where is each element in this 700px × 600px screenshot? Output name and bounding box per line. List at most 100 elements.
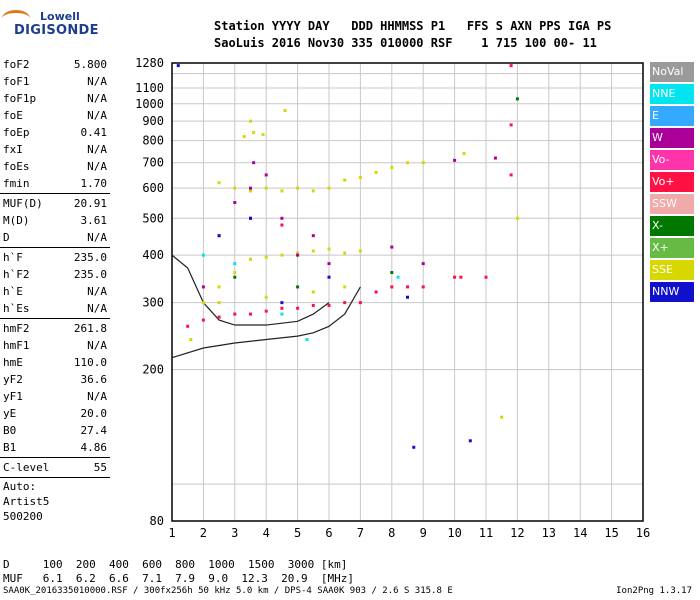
data-point (217, 315, 221, 319)
data-point (515, 216, 519, 220)
param-row: foF1p N/A (0, 90, 110, 107)
profile-curve-upper (171, 254, 330, 326)
data-point (233, 312, 237, 316)
data-point (462, 152, 466, 156)
legend-item: X+ (650, 238, 694, 258)
data-point (249, 189, 252, 193)
param-value: N/A (87, 302, 107, 315)
data-point (201, 285, 205, 289)
x-tick-label: 7 (357, 526, 364, 540)
x-tick-label: 9 (420, 526, 427, 540)
param-row: yE 20.0 (0, 405, 110, 422)
data-point (453, 158, 457, 162)
data-point (396, 275, 400, 279)
data-point (390, 245, 394, 249)
data-point (327, 303, 331, 307)
y-tick-label: 200 (142, 363, 164, 377)
param-row: D N/A (0, 229, 110, 246)
param-name: yF1 (3, 390, 23, 403)
param-separator (0, 477, 110, 478)
param-name: h`Es (3, 302, 30, 315)
legend-item: NoVal (650, 62, 694, 82)
ionogram-chart: 1 2 3 4 5 6 7 8 9 10 11 12 13 14 15 1680200300400500600… (135, 56, 650, 540)
data-point (421, 161, 425, 165)
param-name: foF1 (3, 75, 30, 88)
data-point (264, 295, 268, 299)
data-point (201, 253, 205, 257)
data-point (233, 186, 237, 190)
param-name: foEp (3, 126, 30, 139)
profile-curve (171, 286, 361, 359)
data-point (390, 285, 394, 289)
legend: NoVal NNE E W Vo- Vo+ SSW X- X+ SSE NNW (650, 62, 694, 304)
x-tick-label: 13 (542, 526, 556, 540)
param-row: h`E N/A (0, 283, 110, 300)
param-value: N/A (87, 92, 107, 105)
param-name: MUF(D) (3, 197, 43, 210)
data-point (186, 324, 190, 328)
param-separator (0, 193, 110, 194)
muf-value-row: MUF 6.1 6.2 6.6 7.1 7.9 9.0 12.3 20.9 [M… (3, 572, 354, 585)
x-tick-label: 12 (510, 526, 524, 540)
y-tick-label: 80 (150, 514, 164, 528)
param-separator (0, 247, 110, 248)
data-point (390, 271, 394, 275)
data-point (264, 186, 268, 190)
param-name: fxI (3, 143, 23, 156)
y-tick-label: 400 (142, 248, 164, 262)
param-value: 261.8 (73, 322, 107, 335)
data-point (249, 119, 252, 123)
param-value: N/A (87, 390, 107, 403)
data-point (343, 178, 347, 182)
x-tick-label: 16 (636, 526, 650, 540)
y-tick-label: 1100 (135, 81, 164, 95)
param-value: 235.0 (73, 268, 107, 281)
param-value: 55 (93, 461, 107, 474)
data-point (296, 186, 300, 190)
data-point (327, 262, 331, 266)
data-point (493, 156, 497, 160)
param-name: B0 (3, 424, 17, 437)
data-point (412, 445, 416, 449)
data-point (468, 439, 472, 443)
param-value: N/A (87, 109, 107, 122)
data-point (311, 249, 315, 253)
legend-item: W (650, 128, 694, 148)
param-name: hmF2 (3, 322, 30, 335)
data-point (201, 318, 205, 322)
param-row: fmin 1.70 (0, 175, 110, 192)
digisonde-logo: Lowell DIGISONDE (0, 4, 120, 44)
y-tick-label: 700 (142, 156, 164, 170)
muf-distance-row: D 100 200 400 600 800 1000 1500 3000 [km… (3, 558, 348, 571)
data-point (311, 303, 315, 307)
data-point (296, 251, 300, 255)
param-value: 110.0 (73, 356, 107, 369)
data-point (280, 306, 284, 310)
data-point (421, 262, 425, 266)
legend-item: SSW (650, 194, 694, 214)
param-value: 27.4 (80, 424, 108, 437)
data-point (176, 64, 180, 68)
param-separator (0, 318, 110, 319)
param-name: foE (3, 109, 23, 122)
data-point (374, 290, 378, 294)
x-tick-label: 10 (447, 526, 461, 540)
data-point (509, 123, 513, 127)
header-line2: SaoLuis 2016 Nov30 335 010000 RSF 1 715 … (214, 36, 597, 50)
param-value: N/A (87, 285, 107, 298)
param-row: yF1 N/A (0, 388, 110, 405)
param-value: 235.0 (73, 251, 107, 264)
param-row: foE N/A (0, 107, 110, 124)
param-value: 5.800 (73, 58, 107, 71)
x-tick-label: 6 (325, 526, 332, 540)
param-name: B1 (3, 441, 17, 454)
param-row: foF1 N/A (0, 73, 110, 90)
station-header: Station YYYY DAY DDD HHMMSS P1 FFS S AXN… (214, 18, 611, 52)
data-point (343, 251, 347, 255)
muf-table: D 100 200 400 600 800 1000 1500 3000 [km… (3, 558, 354, 586)
param-row: foEs N/A (0, 158, 110, 175)
data-point (374, 170, 378, 174)
param-row: B1 4.86 (0, 439, 110, 456)
legend-item: X- (650, 216, 694, 236)
param-name: yF2 (3, 373, 23, 386)
